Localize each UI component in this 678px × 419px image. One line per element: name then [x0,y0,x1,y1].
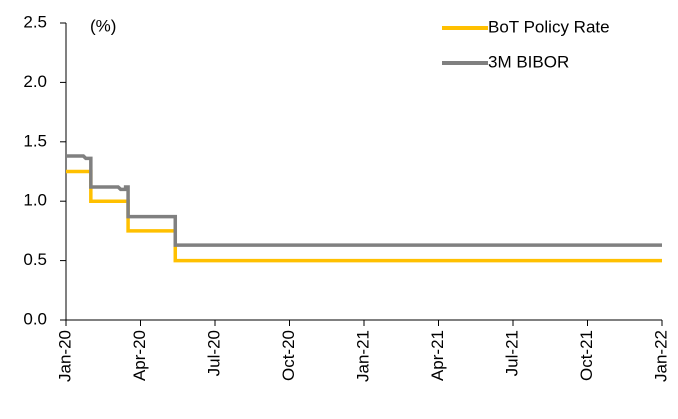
y-tick-label: 1.0 [23,191,47,210]
y-tick-label: 2.5 [23,12,47,31]
y-tick-label: 0.5 [23,250,47,269]
x-tick-label: Oct-20 [279,330,298,381]
x-tick-label: Apr-21 [428,330,447,381]
x-tick-label: Apr-20 [130,330,149,381]
x-tick-label: Jul-21 [502,330,521,376]
y-tick-label: 0.0 [23,309,47,328]
x-tick-label: Jul-20 [204,330,223,376]
unit-annotation: (%) [90,16,116,35]
y-tick-label: 2.0 [23,72,47,91]
x-tick-label: Jan-21 [353,330,372,382]
x-tick-label: Jan-20 [55,330,74,382]
legend-label: 3M BIBOR [488,52,569,71]
y-tick-label: 1.5 [23,131,47,150]
legend-label: BoT Policy Rate [488,17,610,36]
x-tick-label: Oct-21 [577,330,596,381]
x-tick-label: Jan-22 [651,330,670,382]
series-line [66,154,662,247]
